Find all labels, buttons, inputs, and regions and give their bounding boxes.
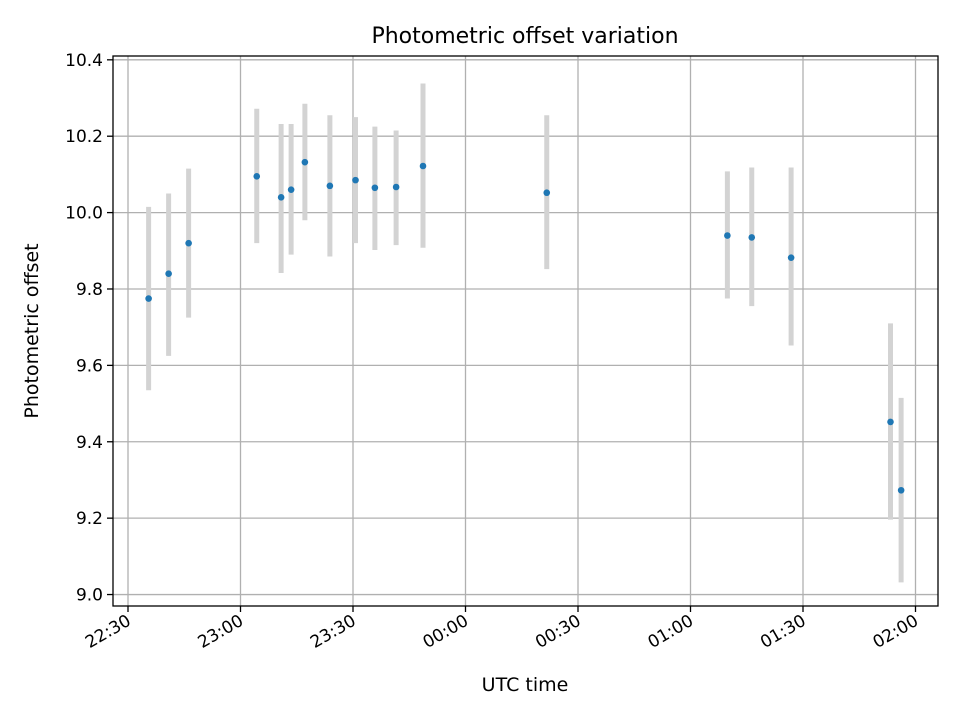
y-tick-label: 10.0 — [65, 204, 103, 224]
data-point — [392, 183, 400, 191]
plot-frame — [112, 55, 939, 607]
y-tick-label: 9.4 — [76, 433, 103, 453]
data-point — [301, 158, 309, 166]
y-tick-label: 10.4 — [65, 51, 103, 71]
data-point — [724, 232, 731, 239]
x-axis-label: UTC time — [482, 674, 569, 696]
data-point — [287, 186, 295, 193]
x-tick-label: 00:00 — [420, 611, 472, 653]
data-point — [897, 486, 905, 494]
x-tick-label: 23:30 — [307, 611, 359, 653]
data-point — [185, 239, 192, 247]
y-tick-label: 10.2 — [65, 127, 103, 147]
data-point — [371, 184, 379, 192]
axis-ticks: 22:30 23:00 23:30 00:00 00:30 01:00 01:30 02:00… — [65, 51, 922, 653]
data-point — [165, 270, 172, 278]
x-tick-label: 01:00 — [645, 611, 697, 653]
y-tick-label: 9.0 — [76, 586, 103, 606]
error-bars — [146, 83, 904, 583]
y-tick-label: 9.8 — [76, 280, 103, 300]
grid-lines — [113, 56, 938, 606]
y-axis-label: Photometric offset — [21, 243, 43, 418]
data-point — [253, 173, 261, 180]
data-points — [145, 158, 905, 494]
data-point — [277, 194, 285, 201]
y-tick-label: 9.2 — [76, 509, 103, 529]
data-point — [543, 189, 551, 197]
x-tick-label: 02:00 — [870, 611, 922, 653]
x-tick-label: 23:00 — [195, 611, 247, 653]
x-tick-label: 22:30 — [82, 611, 134, 653]
data-point — [352, 176, 359, 184]
y-tick-label: 9.6 — [76, 356, 103, 376]
data-point — [887, 418, 894, 426]
data-point — [419, 162, 427, 170]
data-point — [145, 295, 152, 302]
x-tick-label: 01:30 — [757, 611, 809, 653]
data-point — [748, 234, 756, 241]
x-tick-label: 00:30 — [532, 611, 584, 653]
chart-title: Photometric offset variation — [371, 24, 678, 49]
data-point — [326, 182, 334, 190]
data-point — [787, 254, 795, 261]
